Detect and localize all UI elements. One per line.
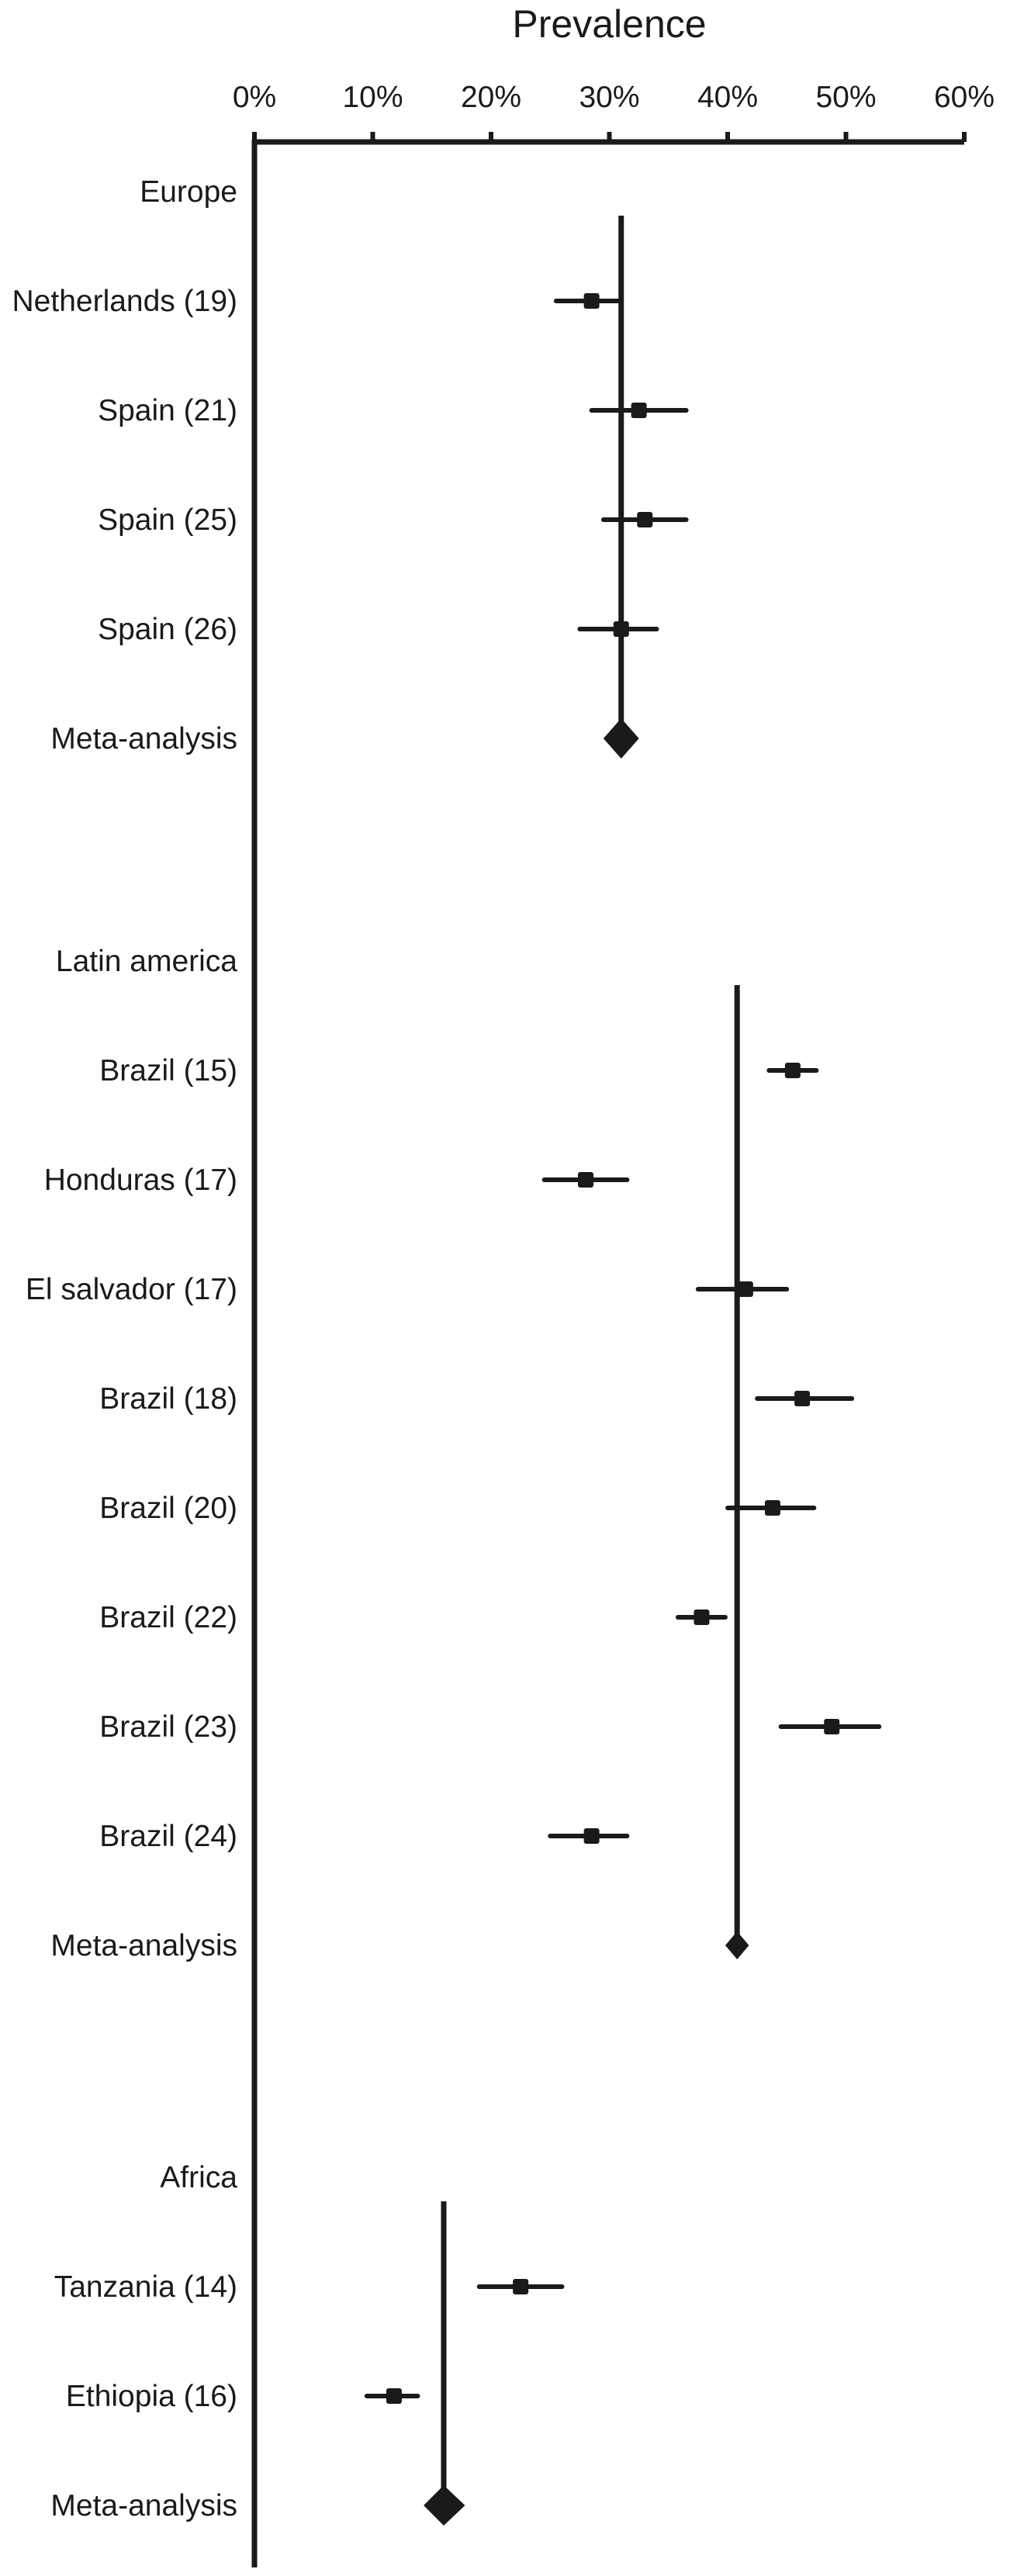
point-estimate: [794, 1391, 811, 1406]
chart-title: Prevalence: [512, 2, 706, 46]
point-estimate: [784, 1063, 801, 1078]
study-label: Honduras (17): [44, 1164, 237, 1197]
study-groups: Europe Netherlands (19) Spain (21) Spain (2…: [12, 175, 882, 2526]
point-estimate: [631, 403, 647, 418]
group-header: Europe: [140, 175, 237, 209]
x-axis: 0% 10% 20% 30% 40% 50% 60%: [233, 81, 995, 2567]
point-estimate: [386, 2388, 402, 2404]
x-tick-label: 20%: [461, 81, 521, 114]
group-latin-america: Latin america Brazil (15) Honduras (17) El …: [26, 945, 882, 1962]
point-estimate: [764, 1500, 780, 1516]
x-tick-label: 40%: [697, 81, 758, 114]
point-estimate: [737, 1281, 753, 1297]
study-label: El salvador (17): [26, 1273, 237, 1306]
study-label: Brazil (24): [99, 1820, 237, 1853]
study-label: Brazil (15): [99, 1054, 237, 1087]
group-europe: Europe Netherlands (19) Spain (21) Spain (2…: [12, 175, 689, 759]
point-estimate: [637, 512, 653, 527]
group-africa: Africa Tanzania (14) Ethiopia (16) Meta-ana…: [50, 2161, 565, 2526]
meta-analysis-label: Meta-analysis: [50, 1929, 237, 1962]
x-tick-label: 50%: [815, 81, 876, 114]
meta-analysis-diamond: [725, 1931, 749, 1959]
x-tick-label: 30%: [579, 81, 639, 114]
study-label: Brazil (22): [99, 1601, 237, 1634]
group-header: Latin america: [56, 945, 237, 978]
study-label: Brazil (18): [99, 1382, 237, 1416]
study-label: Ethiopia (16): [66, 2380, 237, 2413]
meta-analysis-diamond: [603, 718, 639, 759]
study-label: Brazil (20): [99, 1492, 237, 1525]
point-estimate: [513, 2279, 529, 2294]
meta-analysis-diamond: [424, 2485, 465, 2526]
x-tick-label: 0%: [233, 81, 276, 114]
study-label: Netherlands (19): [12, 285, 237, 318]
meta-analysis-label: Meta-analysis: [50, 2489, 237, 2522]
meta-analysis-label: Meta-analysis: [50, 722, 237, 756]
point-estimate: [613, 621, 629, 637]
point-estimate: [824, 1719, 840, 1734]
study-label: Brazil (23): [99, 1710, 237, 1744]
x-tick-label: 10%: [342, 81, 403, 114]
point-estimate: [578, 1172, 593, 1188]
point-estimate: [583, 293, 600, 309]
x-tick-label: 60%: [934, 81, 995, 114]
study-label: Spain (26): [98, 613, 237, 646]
study-label: Spain (21): [98, 394, 237, 427]
group-header: Africa: [160, 2161, 237, 2194]
study-label: Tanzania (14): [54, 2270, 237, 2304]
point-estimate: [583, 1828, 600, 1844]
point-estimate: [694, 1610, 710, 1625]
study-label: Spain (25): [98, 503, 237, 537]
